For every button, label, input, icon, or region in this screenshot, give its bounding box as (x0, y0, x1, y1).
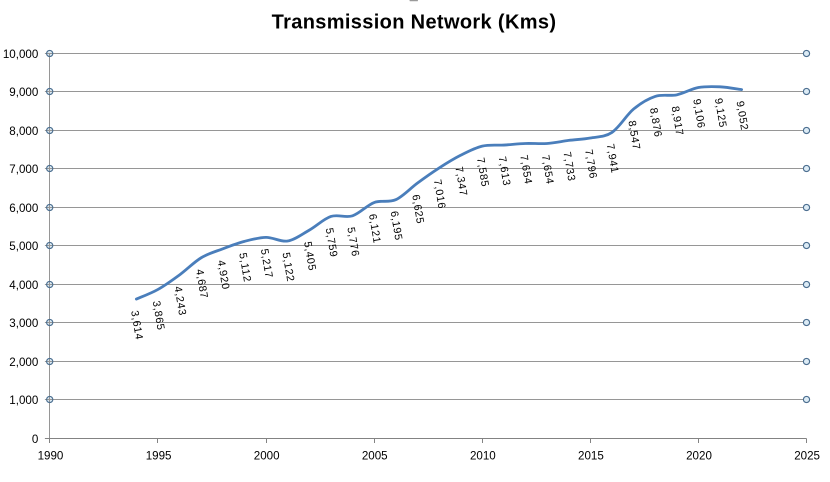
svg-text:7,654: 7,654 (517, 154, 534, 185)
svg-text:5,122: 5,122 (280, 252, 297, 283)
svg-text:2000: 2000 (254, 450, 280, 463)
svg-text:4,920: 4,920 (215, 259, 232, 290)
svg-text:4,000: 4,000 (9, 279, 38, 292)
svg-text:6,195: 6,195 (388, 210, 405, 241)
svg-text:7,613: 7,613 (496, 156, 513, 187)
svg-text:2010: 2010 (470, 450, 496, 463)
svg-text:1,000: 1,000 (9, 394, 38, 407)
svg-text:5,112: 5,112 (236, 252, 253, 283)
svg-text:8,876: 8,876 (647, 107, 664, 138)
svg-text:8,917: 8,917 (669, 105, 686, 136)
svg-text:0: 0 (32, 433, 38, 446)
svg-text:7,347: 7,347 (452, 166, 469, 197)
svg-text:3,865: 3,865 (150, 300, 167, 331)
svg-text:1995: 1995 (146, 450, 172, 463)
svg-text:6,121: 6,121 (366, 213, 383, 244)
svg-text:7,941: 7,941 (604, 143, 621, 174)
svg-text:9,000: 9,000 (9, 86, 38, 99)
svg-text:2015: 2015 (578, 450, 604, 463)
svg-text:6,625: 6,625 (409, 194, 426, 225)
svg-text:7,585: 7,585 (474, 157, 491, 188)
svg-text:5,759: 5,759 (323, 227, 340, 258)
svg-text:7,000: 7,000 (9, 163, 38, 176)
svg-text:2020: 2020 (686, 450, 712, 463)
svg-text:9,106: 9,106 (690, 98, 707, 129)
svg-text:9,125: 9,125 (712, 97, 729, 128)
svg-text:2005: 2005 (362, 450, 388, 463)
svg-text:10,000: 10,000 (3, 48, 38, 61)
svg-text:2,000: 2,000 (9, 356, 38, 369)
svg-text:7,733: 7,733 (561, 151, 578, 182)
svg-text:1990: 1990 (38, 450, 64, 463)
svg-text:9,052: 9,052 (733, 100, 750, 131)
svg-text:6,000: 6,000 (9, 202, 38, 215)
svg-text:4,687: 4,687 (193, 268, 210, 299)
svg-text:7,016: 7,016 (431, 179, 448, 210)
svg-text:8,000: 8,000 (9, 125, 38, 138)
svg-text:5,217: 5,217 (258, 248, 275, 279)
svg-text:5,405: 5,405 (301, 241, 318, 272)
svg-text:7,654: 7,654 (539, 154, 556, 185)
svg-text:4,243: 4,243 (171, 285, 188, 316)
svg-text:Transmission Network (Kms): Transmission Network (Kms) (272, 11, 557, 33)
svg-text:2025: 2025 (794, 450, 820, 463)
svg-text:3,614: 3,614 (128, 310, 145, 341)
svg-text:5,776: 5,776 (344, 226, 361, 257)
svg-text:5,000: 5,000 (9, 240, 38, 253)
svg-text:7,796: 7,796 (582, 149, 599, 180)
svg-text:8,547: 8,547 (625, 120, 642, 151)
svg-text:3,000: 3,000 (9, 317, 38, 330)
